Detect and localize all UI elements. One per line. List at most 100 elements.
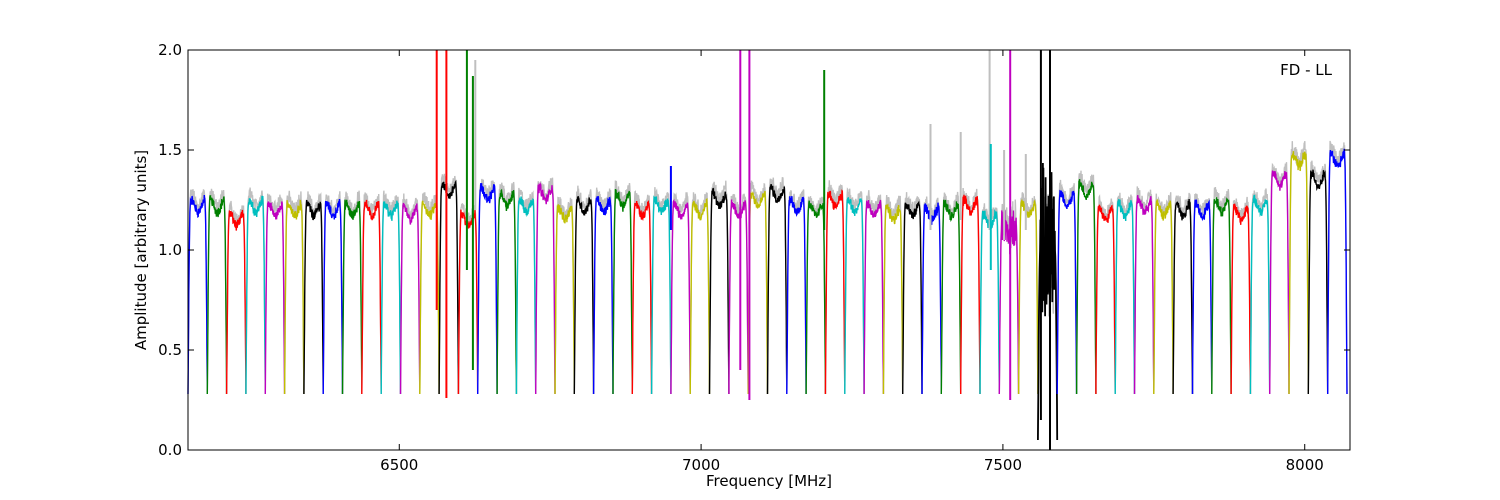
channel-line — [380, 200, 402, 395]
channel-line — [573, 196, 595, 395]
channel-line — [592, 196, 614, 395]
channel-shadow-line — [283, 190, 305, 395]
channel-line — [960, 194, 981, 395]
channel-line — [1230, 203, 1252, 395]
x-axis-title: Frequency [MHz] — [706, 472, 832, 490]
channel-shadow-line — [670, 192, 691, 395]
spike-layer — [435, 50, 1051, 450]
channel-line — [535, 181, 556, 395]
channel-line — [187, 194, 208, 395]
channel-line — [245, 195, 266, 395]
channel-line — [399, 202, 421, 395]
channel-line — [1133, 195, 1155, 395]
channel-shadow-line — [1249, 188, 1271, 395]
y-axis-title: Amplitude [arbitrary units] — [132, 150, 150, 350]
channel-line — [457, 209, 479, 395]
channel-line — [766, 184, 788, 395]
channel-line — [940, 199, 962, 395]
channel-line — [670, 198, 691, 395]
channel-line — [728, 199, 749, 395]
channel-line — [554, 204, 575, 395]
channel-shadow-line — [1307, 160, 1329, 395]
channel-line — [322, 199, 344, 395]
channel-line — [477, 183, 498, 395]
x-tick-label: 7000 — [682, 456, 720, 474]
channel-shadow-line — [1133, 186, 1155, 395]
channel-shadow-line — [515, 187, 537, 395]
channel-line — [689, 198, 711, 395]
channel-line — [1269, 170, 1290, 395]
channel-line — [438, 179, 460, 395]
channel-shadow-line — [708, 180, 730, 395]
channel-shadow-line — [882, 194, 904, 395]
channel-line — [998, 209, 1020, 395]
channel-shadow-line — [1075, 170, 1097, 395]
y-tick-label: 0.0 — [158, 441, 182, 459]
channel-line — [515, 196, 537, 395]
channel-shadow-line — [496, 181, 518, 395]
channel-line — [341, 199, 363, 395]
chart-annotation: FD - LL — [1280, 61, 1332, 79]
channel-line — [225, 209, 247, 395]
channel-line — [1288, 151, 1309, 395]
x-tick-label: 6500 — [380, 456, 418, 474]
channel-shadow-line — [264, 193, 286, 395]
channel-line — [631, 199, 653, 395]
channel-line — [902, 200, 923, 395]
channel-line — [1327, 148, 1348, 395]
channel-line — [206, 195, 228, 395]
channel-line — [1211, 197, 1232, 395]
channel-line — [1075, 179, 1097, 395]
y-tick-label: 0.5 — [158, 341, 182, 359]
channel-line — [882, 203, 904, 395]
tick-layer: 6500 7000 7500 8000 0.0 0.5 1.0 1.5 2.0 — [158, 41, 1350, 474]
channel-shadow-line — [322, 191, 344, 395]
channel-line — [1191, 199, 1213, 395]
channel-line — [1017, 199, 1039, 395]
channel-shadow-line — [960, 187, 981, 395]
series-layer — [187, 140, 1348, 441]
channel-line — [786, 196, 807, 395]
channel-shadow-line — [844, 187, 865, 395]
channel-line — [303, 199, 324, 395]
channel-line — [1307, 169, 1329, 395]
channel-shadow-line — [863, 190, 885, 395]
channel-shadow-line — [187, 189, 208, 395]
y-tick-label: 1.5 — [158, 141, 182, 159]
channel-line — [361, 199, 382, 395]
channel-line — [708, 187, 730, 395]
channel-line — [264, 200, 286, 395]
channel-line — [863, 199, 885, 395]
x-tick-label: 8000 — [1286, 456, 1324, 474]
channel-shadow-line — [341, 190, 363, 395]
channel-line — [1249, 194, 1271, 395]
channel-shadow-line — [1211, 186, 1232, 395]
x-tick-label: 7500 — [984, 456, 1022, 474]
channel-line — [1114, 198, 1136, 395]
channel-shadow-line — [438, 173, 460, 395]
channel-shadow-line — [1269, 162, 1290, 395]
channel-line — [650, 195, 672, 395]
channel-shadow-line — [650, 187, 672, 395]
channel-line — [1153, 199, 1174, 395]
y-tick-label: 1.0 — [158, 241, 182, 259]
channel-line — [496, 188, 518, 395]
channel-line — [844, 197, 865, 395]
channel-line — [921, 202, 942, 395]
y-tick-label: 2.0 — [158, 41, 182, 59]
channel-shadow-line — [1114, 192, 1136, 395]
channel-line — [283, 199, 305, 395]
channel-line — [612, 189, 633, 395]
channel-shadow-line — [940, 191, 962, 395]
channel-line — [1172, 198, 1194, 395]
channel-shadow-line — [1230, 196, 1252, 395]
channel-shadow-line — [245, 187, 266, 395]
channel-shadow-line — [399, 193, 421, 395]
channel-line — [824, 189, 846, 395]
channel-shadow-line — [612, 180, 633, 395]
channel-line — [805, 200, 827, 395]
channel-line — [1095, 204, 1116, 395]
channel-line — [1056, 189, 1078, 395]
channel-line — [747, 190, 769, 395]
